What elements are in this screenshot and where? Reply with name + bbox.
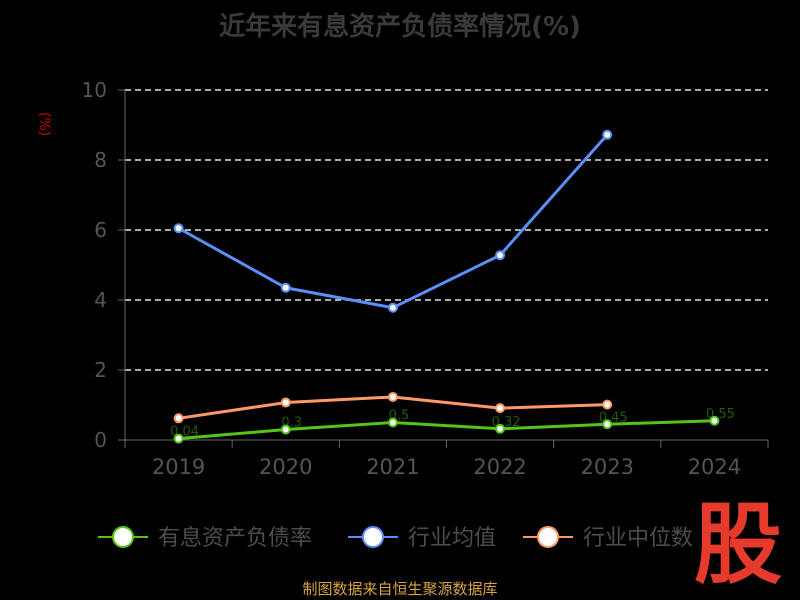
x-tick-label: 2020 [259,455,312,479]
data-point [387,302,398,313]
data-point [495,423,506,434]
y-tick-label: 10 [82,78,107,102]
data-point [280,397,291,408]
x-tick-label: 2021 [366,455,419,479]
x-tick-label: 2019 [152,455,205,479]
legend-marker [537,526,559,548]
data-point [602,419,613,430]
data-label: 0.04 [170,425,199,440]
series-line [177,133,609,310]
chart-title: 近年来有息资产负债率情况(%) [219,12,581,42]
data-point [495,403,506,414]
legend-label: 行业中位数 [583,526,693,551]
y-tick-label: 8 [94,148,107,172]
legend-marker [112,526,134,548]
data-point [173,433,184,444]
data-point [173,413,184,424]
series-line [178,419,715,441]
data-source-note: 制图数据来自恒生聚源数据库 [302,580,498,598]
data-point [602,129,613,140]
data-point [280,424,291,435]
data-point [602,399,613,410]
watermark-logo: 股 [693,493,782,596]
data-point [387,417,398,428]
data-point [387,391,398,402]
x-tick-label: 2023 [581,455,634,479]
y-tick-label: 0 [94,428,107,452]
legend-label: 行业均值 [408,526,496,551]
grid-lines [125,89,768,371]
y-tick-label: 2 [94,358,107,382]
data-label: 0.55 [706,407,735,422]
y-tick-label: 6 [94,218,107,242]
axes: 0 2 4 6 8 10 2019 2020 2021 2022 2023 2024 [82,78,769,479]
data-label: 0.5 [389,409,410,424]
data-point [280,282,291,293]
data-point [709,415,720,426]
x-tick-label: 2022 [473,455,526,479]
legend[interactable]: 有息资产负债率 行业均值 行业中位数 [98,526,693,551]
series-group: 0.04 0.3 0.5 0.32 0.45 0.55 [170,129,735,444]
data-label: 0.32 [492,415,521,430]
x-tick-label: 2024 [688,455,741,479]
y-tick-label: 4 [94,288,107,312]
data-label: 0.45 [599,410,628,425]
legend-label: 有息资产负债率 [158,526,312,551]
data-point [173,223,184,234]
y-axis-unit: (%) [36,112,52,137]
data-point [495,250,506,261]
legend-marker [362,526,384,548]
data-label: 0.3 [281,416,302,431]
